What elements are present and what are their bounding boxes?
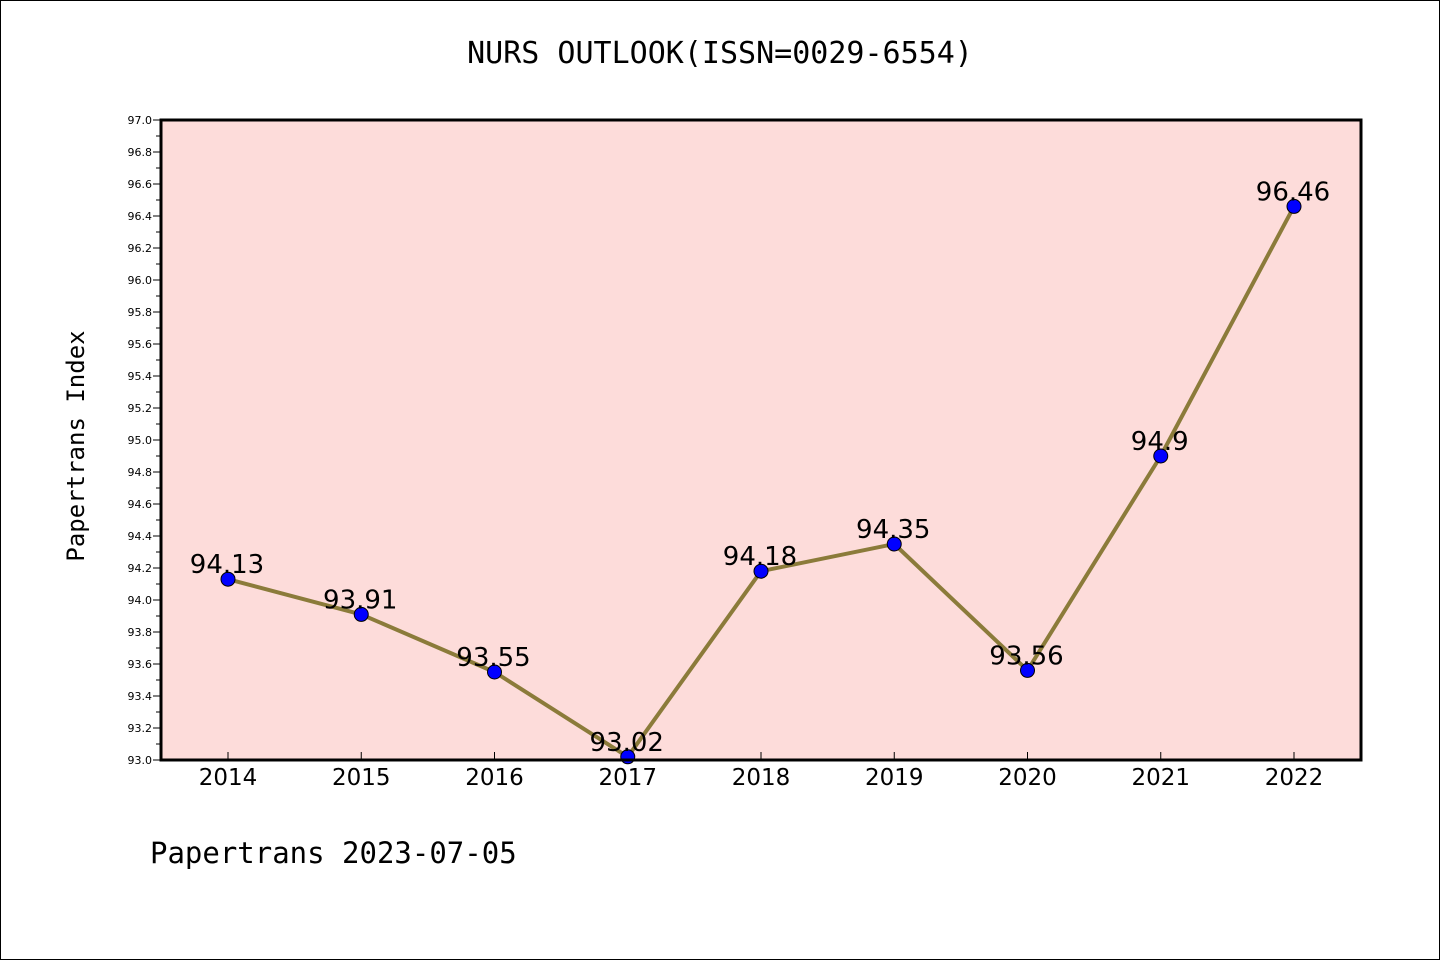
series-layer: 94.13 93.91 93.55 93.02 94.18 94.35 93.56 94.9 9… [190,177,1330,765]
x-tick-label: 2016 [465,765,524,791]
y-tick-label: 96.4 [128,210,153,223]
y-tick-label: 96.6 [128,178,153,191]
x-tick-label: 2014 [199,765,258,791]
data-point [886,536,902,552]
data-label: 93.56 [989,641,1063,671]
footer-credit: Papertrans 2023-07-05 [150,836,517,870]
x-tick-label: 2019 [865,765,924,791]
y-axis: 93.0 93.2 93.4 93.6 93.8 94.0 94.2 94.4 94.6 94.8… [128,114,161,767]
data-point [1153,448,1169,464]
y-tick-label: 94.6 [128,498,153,511]
y-tick-label: 94.0 [128,594,153,607]
y-tick-label: 95.4 [128,370,153,383]
x-tick-label: 2017 [598,765,657,791]
data-point [1020,662,1035,678]
data-point [353,606,369,622]
data-label: 94.35 [856,515,930,545]
data-label: 93.55 [456,643,530,673]
x-tick-label: 2018 [732,765,791,791]
x-axis: 2014 2015 2016 2017 2018 2019 2020 2021 2022 [199,752,1324,791]
y-tick-label: 96.2 [128,242,153,255]
data-point [1286,198,1302,214]
y-tick-label: 94.8 [128,466,153,479]
plot-area [161,120,1361,760]
x-tick-label: 2021 [1131,765,1190,791]
x-tick-label: 2020 [998,765,1057,791]
data-label: 94.13 [190,550,264,580]
plot-border [159,118,1363,762]
data-label: 96.46 [1256,177,1330,207]
data-label: 93.91 [323,585,397,615]
y-tick-label: 96.8 [128,146,153,159]
y-tick-label: 95.8 [128,306,153,319]
y-tick-label: 93.0 [128,754,153,767]
y-tick-label: 93.4 [128,690,153,703]
x-tick-label: 2015 [332,765,391,791]
data-point [487,664,502,680]
y-tick-label: 95.0 [128,434,153,447]
y-tick-label: 97.0 [128,114,153,127]
y-tick-label: 94.4 [128,530,153,543]
y-tick-label: 93.6 [128,658,153,671]
data-point [753,563,769,579]
y-tick-label: 94.2 [128,562,153,575]
data-point [220,571,236,587]
x-tick-label: 2022 [1265,765,1324,791]
y-tick-label: 93.2 [128,722,153,735]
y-tick-label: 96.0 [128,274,153,287]
chart-title: NURS OUTLOOK(ISSN=0029-6554) [467,36,973,71]
y-tick-label: 95.6 [128,338,153,351]
data-label: 94.18 [723,542,797,572]
data-label: 93.02 [590,728,664,758]
y-tick-label: 93.8 [128,626,153,639]
y-tick-label: 95.2 [128,402,153,415]
data-label: 94.9 [1131,427,1189,457]
